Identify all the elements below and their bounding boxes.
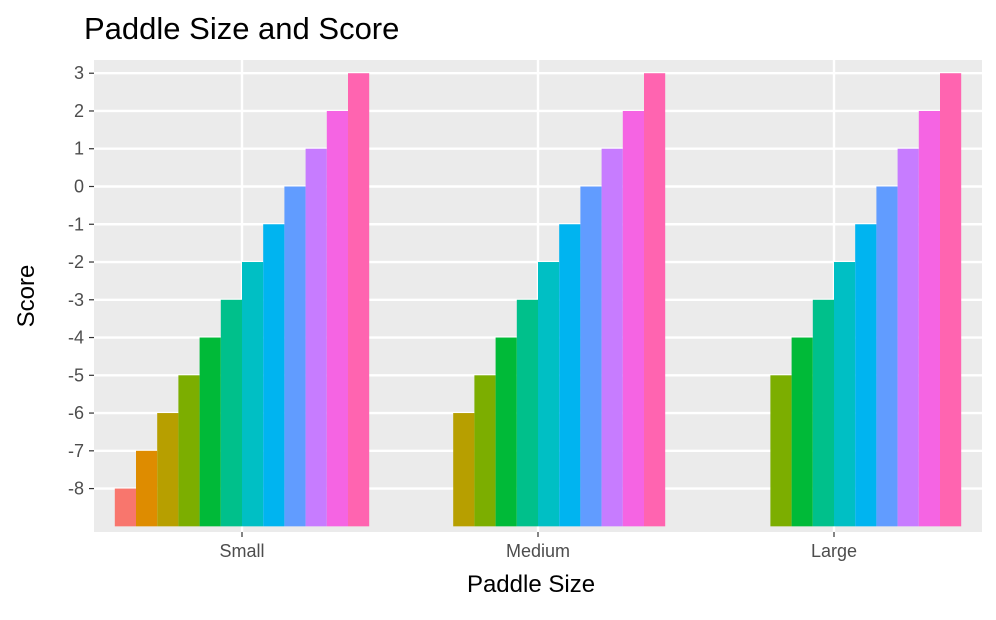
y-axis: -8 -7 -6 -5 -4 -3 -2 -1 0 1 2 3 — [68, 63, 94, 499]
bar-large-score — [791, 337, 813, 527]
bar-medium-score — [601, 148, 623, 527]
bar-medium-score — [622, 110, 644, 527]
bar-small-score — [305, 148, 327, 527]
y-tick-label: 2 — [74, 101, 84, 121]
bar-medium-score — [453, 413, 475, 527]
bar-small-score — [157, 413, 179, 527]
bar-medium-score — [580, 186, 602, 527]
y-tick-label: 1 — [74, 139, 84, 159]
bar-medium-score — [474, 375, 496, 527]
bar-medium-score — [538, 262, 560, 527]
x-axis: Small Medium Large — [219, 532, 857, 561]
bar-large-score — [897, 148, 919, 527]
bar-small-score — [220, 299, 242, 527]
bar-large-score — [812, 299, 834, 527]
bar-small-score — [114, 488, 136, 527]
bar-small-score — [136, 450, 158, 527]
bar-small-score — [284, 186, 306, 527]
bar-small-score — [242, 262, 264, 527]
y-tick-label: 3 — [74, 63, 84, 83]
y-tick-label: -3 — [68, 290, 84, 310]
y-tick-label: -4 — [68, 328, 84, 348]
y-tick-label: -6 — [68, 403, 84, 423]
bar-medium-score — [516, 299, 538, 527]
bar-small-score — [326, 110, 348, 527]
bar-medium-score — [495, 337, 517, 527]
y-tick-label: -2 — [68, 252, 84, 272]
bar-large-score — [855, 224, 877, 527]
x-tick-label: Large — [811, 541, 857, 561]
bar-large-score — [940, 73, 962, 527]
bar-small-score — [263, 224, 285, 527]
bar-large-score — [770, 375, 792, 527]
y-tick-label: -5 — [68, 365, 84, 385]
x-tick-label: Small — [219, 541, 264, 561]
y-tick-label: -7 — [68, 441, 84, 461]
y-tick-label: -8 — [68, 479, 84, 499]
y-tick-label: 0 — [74, 176, 84, 196]
x-tick-label: Medium — [506, 541, 570, 561]
bar-large-score — [918, 110, 940, 527]
bar-medium-score — [559, 224, 581, 527]
bar-medium-score — [644, 73, 666, 527]
chart-title: Paddle Size and Score — [84, 11, 399, 46]
bar-large-score — [876, 186, 898, 527]
x-axis-title: Paddle Size — [467, 571, 595, 598]
bars — [114, 73, 962, 527]
bar-small-score — [178, 375, 200, 527]
y-axis-title: Score — [13, 265, 40, 328]
bar-large-score — [834, 262, 856, 527]
bar-small-score — [348, 73, 370, 527]
bar-small-score — [199, 337, 221, 527]
y-tick-label: -1 — [68, 214, 84, 234]
